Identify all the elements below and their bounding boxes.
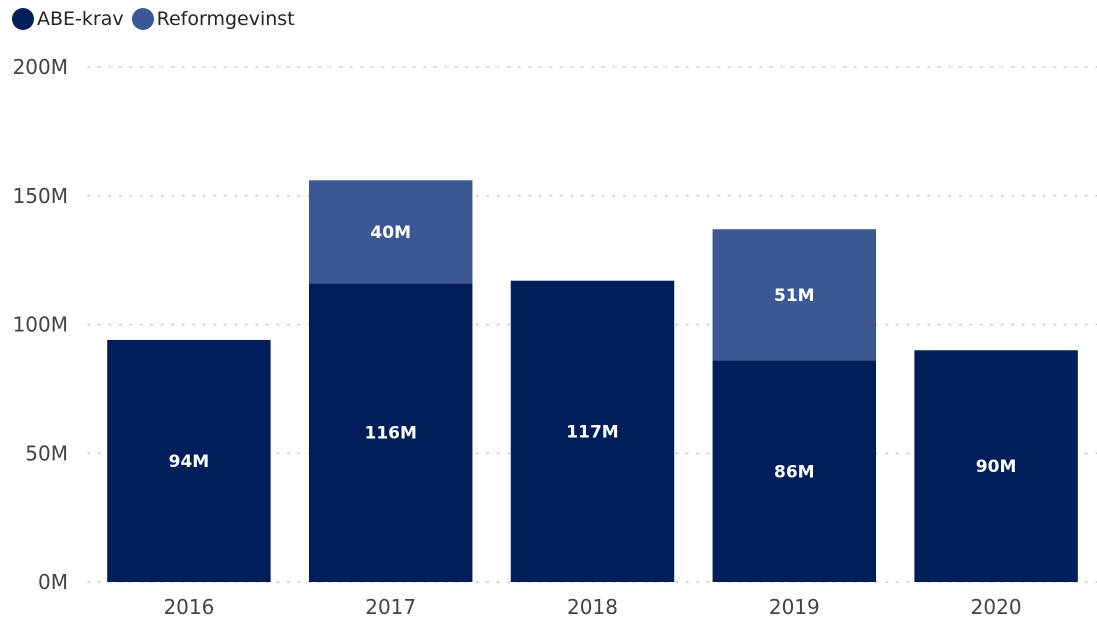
y-tick-label: 200M	[13, 55, 68, 79]
bar-2019-abe-krav[interactable]	[712, 360, 877, 582]
bar-2016-abe-krav[interactable]	[107, 339, 271, 582]
legend-swatch-reformgevinst	[131, 8, 154, 30]
chart-legend: ABE-krav Reformgevinst	[12, 8, 303, 30]
y-tick-label: 150M	[13, 184, 68, 208]
data-label: 116M	[364, 424, 416, 444]
data-label: 90M	[976, 457, 1017, 477]
x-tick-label: 2018	[567, 595, 618, 619]
legend-item-reformgevinst[interactable]: Reformgevinst	[131, 8, 295, 30]
bar-2020-abe-krav[interactable]	[914, 350, 1078, 582]
y-tick-label: 50M	[25, 441, 68, 465]
x-tick-label: 2016	[163, 595, 214, 619]
x-tick-label: 2017	[365, 595, 416, 619]
bar-2018-abe-krav[interactable]	[510, 280, 675, 582]
legend-label-abe-krav: ABE-krav	[37, 8, 124, 30]
legend-swatch-abe-krav	[12, 8, 34, 30]
data-label: 40M	[370, 223, 411, 243]
x-tick-label: 2020	[971, 595, 1022, 619]
data-label: 117M	[566, 422, 618, 442]
bar-2019-reformgevinst[interactable]	[712, 229, 877, 361]
bar-2017-reformgevinst[interactable]	[308, 180, 473, 284]
data-label: 51M	[774, 286, 815, 306]
data-label: 86M	[774, 462, 815, 482]
data-label: 94M	[169, 452, 210, 472]
legend-label-reformgevinst: Reformgevinst	[156, 8, 295, 30]
legend-item-abe-krav[interactable]: ABE-krav	[12, 8, 124, 30]
y-tick-label: 100M	[13, 313, 68, 337]
y-tick-label: 0M	[38, 570, 68, 594]
bar-2017-abe-krav[interactable]	[308, 283, 473, 582]
x-tick-label: 2019	[769, 595, 820, 619]
